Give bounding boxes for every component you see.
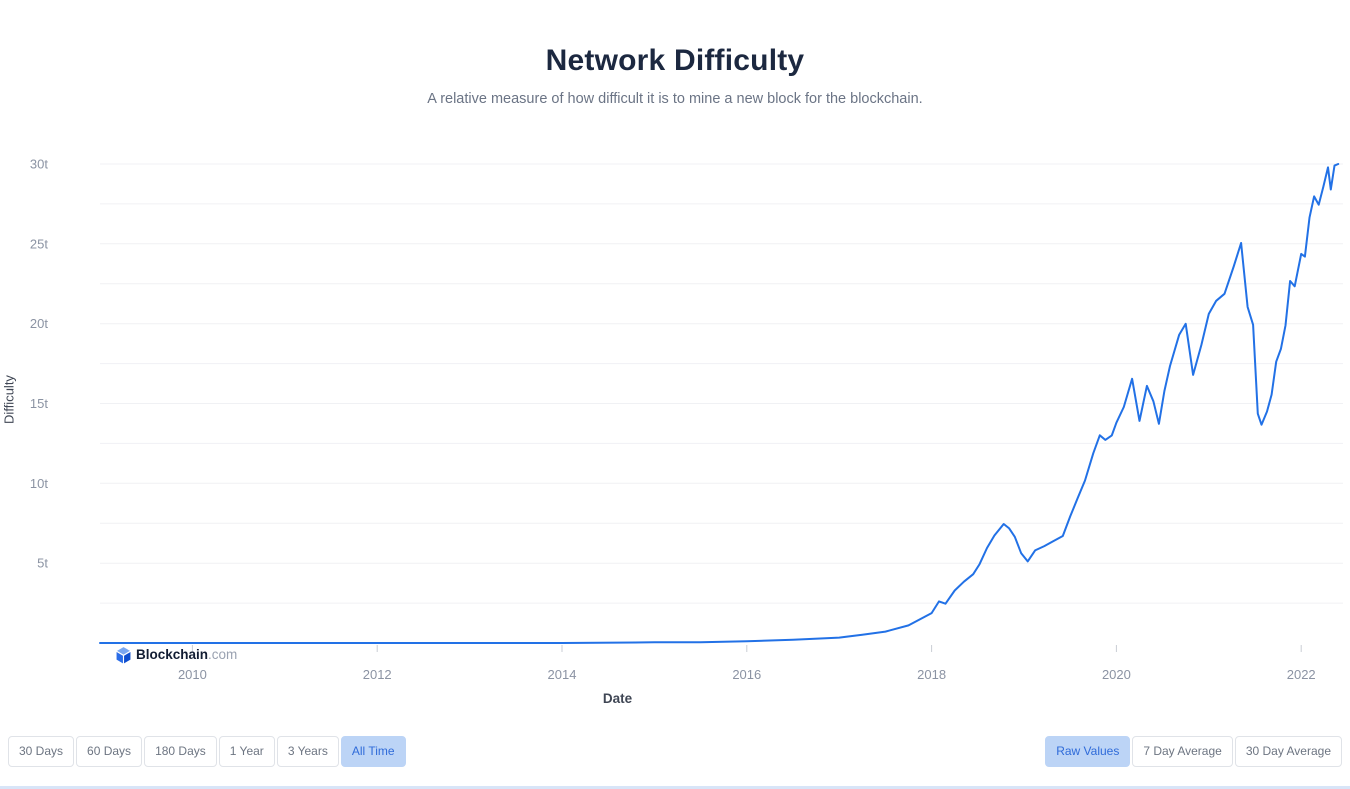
y-axis-tick-labels: 5t 10t 15t 20t 25t 30t (30, 157, 48, 571)
range-button-1-year[interactable]: 1 Year (218, 736, 275, 767)
logo-name: Blockchain (136, 647, 209, 662)
svg-text:2018: 2018 (917, 667, 946, 682)
mode-button-raw-values[interactable]: Raw Values (1045, 736, 1131, 767)
svg-text:25t: 25t (30, 236, 48, 251)
svg-text:2016: 2016 (732, 667, 761, 682)
difficulty-chart-canvas[interactable]: 5t 10t 15t 20t 25t 30t 2010 2012 2014 2016 2018 202… (0, 130, 1350, 730)
y-gridlines (100, 163, 1343, 604)
svg-text:20t: 20t (30, 316, 48, 331)
x-axis-ticks: 2010 2012 2014 2016 2018 2020 2022 (178, 645, 1316, 682)
range-button-60-days[interactable]: 60 Days (76, 736, 143, 767)
page-title: Network Difficulty (545, 44, 805, 77)
range-button-all-time[interactable]: All Time (340, 736, 406, 767)
svg-text:2020: 2020 (1102, 667, 1131, 682)
bottom-strip (0, 786, 1350, 789)
mode-button-30-day-average[interactable]: 30 Day Average (1234, 736, 1342, 767)
value-mode-group: Raw Values 7 Day Average 30 Day Average (1045, 736, 1342, 767)
svg-text:2014: 2014 (548, 667, 577, 682)
range-button-30-days[interactable]: 30 Days (8, 736, 75, 767)
logo-text: Blockchain.com (136, 646, 237, 664)
svg-text:30t: 30t (30, 157, 48, 172)
svg-text:2010: 2010 (178, 667, 207, 682)
page-subtitle: A relative measure of how difficult it i… (427, 91, 923, 107)
x-axis-title: Date (602, 691, 633, 706)
chart-header: Network Difficulty A relative measure of… (0, 0, 1350, 107)
svg-text:2022: 2022 (1287, 667, 1316, 682)
blockchain-logo[interactable]: Blockchain.com (116, 646, 237, 664)
blockchain-logo-icon (116, 646, 131, 663)
logo-suffix: .com (208, 647, 238, 662)
range-button-180-days[interactable]: 180 Days (144, 736, 217, 767)
y-axis-title: Difficulty (1, 375, 17, 424)
mode-button-7-day-average[interactable]: 7 Day Average (1132, 736, 1233, 767)
chart-controls: 30 Days 60 Days 180 Days 1 Year 3 Years All T… (8, 736, 1342, 767)
svg-text:10t: 10t (30, 476, 48, 491)
time-range-group: 30 Days 60 Days 180 Days 1 Year 3 Years All T… (8, 736, 406, 767)
difficulty-line-series (99, 163, 1340, 644)
svg-text:15t: 15t (30, 396, 48, 411)
range-button-3-years[interactable]: 3 Years (276, 736, 339, 767)
chart-area: 5t 10t 15t 20t 25t 30t 2010 2012 2014 2016 2018 202… (0, 130, 1350, 730)
svg-text:2012: 2012 (363, 667, 392, 682)
svg-text:5t: 5t (37, 556, 48, 571)
